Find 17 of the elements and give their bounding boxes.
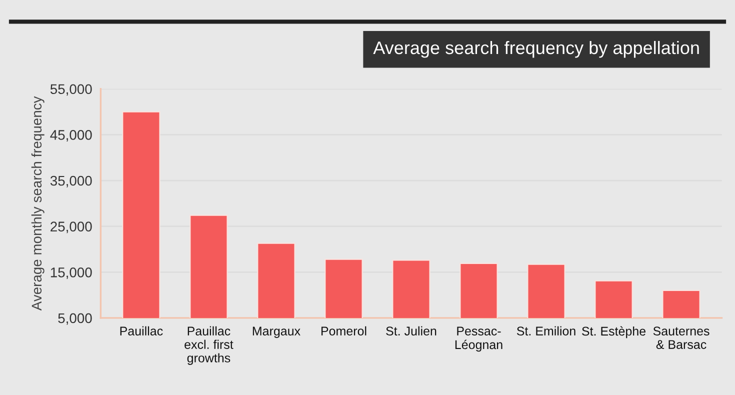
x-tick-label: Pauillac <box>120 326 163 336</box>
x-tick-label: St. Julien <box>386 326 436 336</box>
y-tick-label: 45,000 <box>50 130 92 142</box>
y-axis-title: Average monthly search frequency <box>31 96 44 311</box>
y-tick-label: 55,000 <box>50 84 92 96</box>
x-tick-label: Margaux <box>252 326 300 338</box>
x-tick-label: Sauternes & Barsac <box>653 326 710 349</box>
x-tick-label: St. Emilion <box>516 326 576 336</box>
y-tick-label: 15,000 <box>50 267 92 279</box>
x-tick-label: Pomerol <box>321 326 366 336</box>
x-tick-label: Pauillac excl. first growths <box>184 326 234 365</box>
x-tick-label: St. Estèphe <box>582 326 646 338</box>
chart-title: Average search frequency by appellation <box>373 40 699 58</box>
y-tick-label: 5,000 <box>58 313 92 325</box>
y-tick-label: 35,000 <box>50 176 92 188</box>
y-tick-label: 25,000 <box>50 222 92 234</box>
x-tick-label: Pessac- Léognan <box>455 326 502 352</box>
